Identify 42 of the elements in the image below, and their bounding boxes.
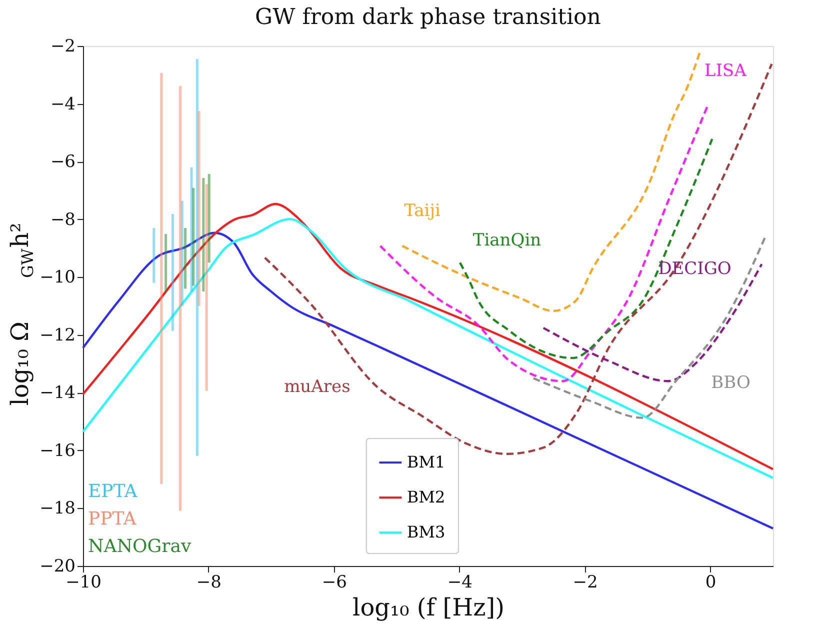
line-series: [264, 62, 773, 456]
series-label: LISA: [704, 60, 748, 81]
bar: [205, 184, 208, 391]
x-axis-title: log₁₀ (f [Hz]): [352, 594, 504, 622]
bar: [208, 174, 210, 263]
y-tick-label: −4: [50, 94, 76, 114]
series-label: muAres: [284, 376, 350, 397]
y-tick-label: −10: [40, 268, 76, 288]
y-tick-label: −2: [50, 36, 76, 56]
series-label: DECIGO: [658, 259, 732, 280]
text: EPTA: [88, 481, 138, 502]
legend-label: BM2: [406, 488, 446, 506]
chart-title: GW from dark phase transition: [255, 5, 601, 30]
bar: [164, 234, 168, 292]
y-tick-label: −14: [40, 383, 76, 404]
bar: [160, 72, 163, 484]
text: log₁₀ ΩGWh²: [6, 222, 37, 406]
bar: [198, 111, 200, 306]
legend-label: BM1: [406, 452, 446, 472]
y-tick-label: −18: [40, 498, 76, 519]
y-tick-label: −6: [50, 152, 76, 172]
series-label: PPTA: [88, 508, 138, 530]
legend-label: BM3: [406, 522, 446, 542]
bar: [196, 59, 198, 456]
series-label: BBO: [711, 373, 750, 394]
y-tick-label: −16: [40, 440, 76, 461]
y-tick-label: −8: [50, 210, 76, 230]
series-label: Taiji: [404, 200, 441, 221]
x-tick-label: −4: [447, 572, 472, 592]
y-tick-label: −12: [40, 325, 76, 346]
x-tick-label: −6: [322, 572, 347, 592]
bar: [192, 188, 195, 286]
bar: [178, 86, 182, 511]
x-tick-label: −8: [196, 572, 222, 592]
x-tick-label: 0: [705, 572, 716, 592]
x-tick-label: −2: [572, 572, 598, 592]
text: NANOGrav: [88, 536, 192, 557]
series-label: TianQin: [472, 230, 542, 251]
bar: [184, 228, 186, 289]
bar: [171, 214, 174, 331]
bar: [152, 228, 156, 283]
bar: [202, 178, 205, 292]
